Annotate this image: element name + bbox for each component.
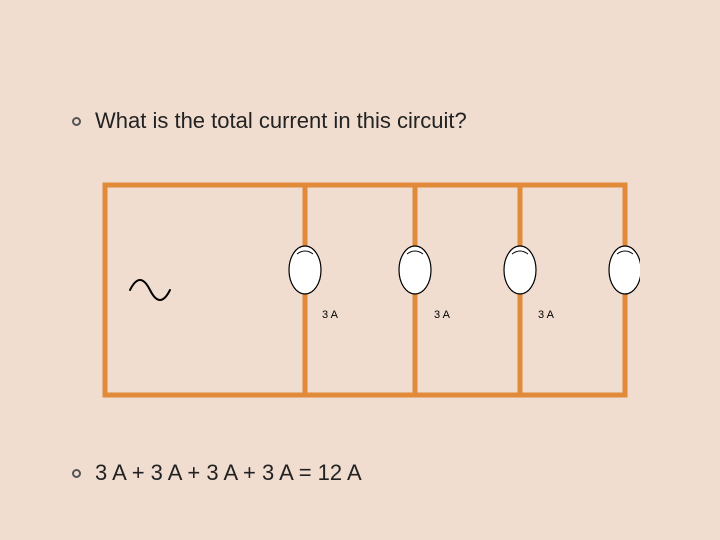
bullet-icon	[72, 469, 81, 478]
branch-current-label: 3 A	[322, 309, 339, 321]
circuit-svg: 3 A3 A3 A3 A	[90, 170, 640, 410]
bullet-icon	[72, 117, 81, 126]
branch-current-label: 3 A	[538, 309, 555, 321]
answer-text: 3 A + 3 A + 3 A + 3 A = 12 A	[95, 460, 362, 486]
question-bullet: What is the total current in this circui…	[72, 108, 467, 134]
question-text: What is the total current in this circui…	[95, 108, 467, 134]
branch-current-label: 3 A	[434, 309, 451, 321]
circuit-diagram: 3 A3 A3 A3 A	[90, 170, 640, 410]
answer-bullet: 3 A + 3 A + 3 A + 3 A = 12 A	[72, 460, 362, 486]
